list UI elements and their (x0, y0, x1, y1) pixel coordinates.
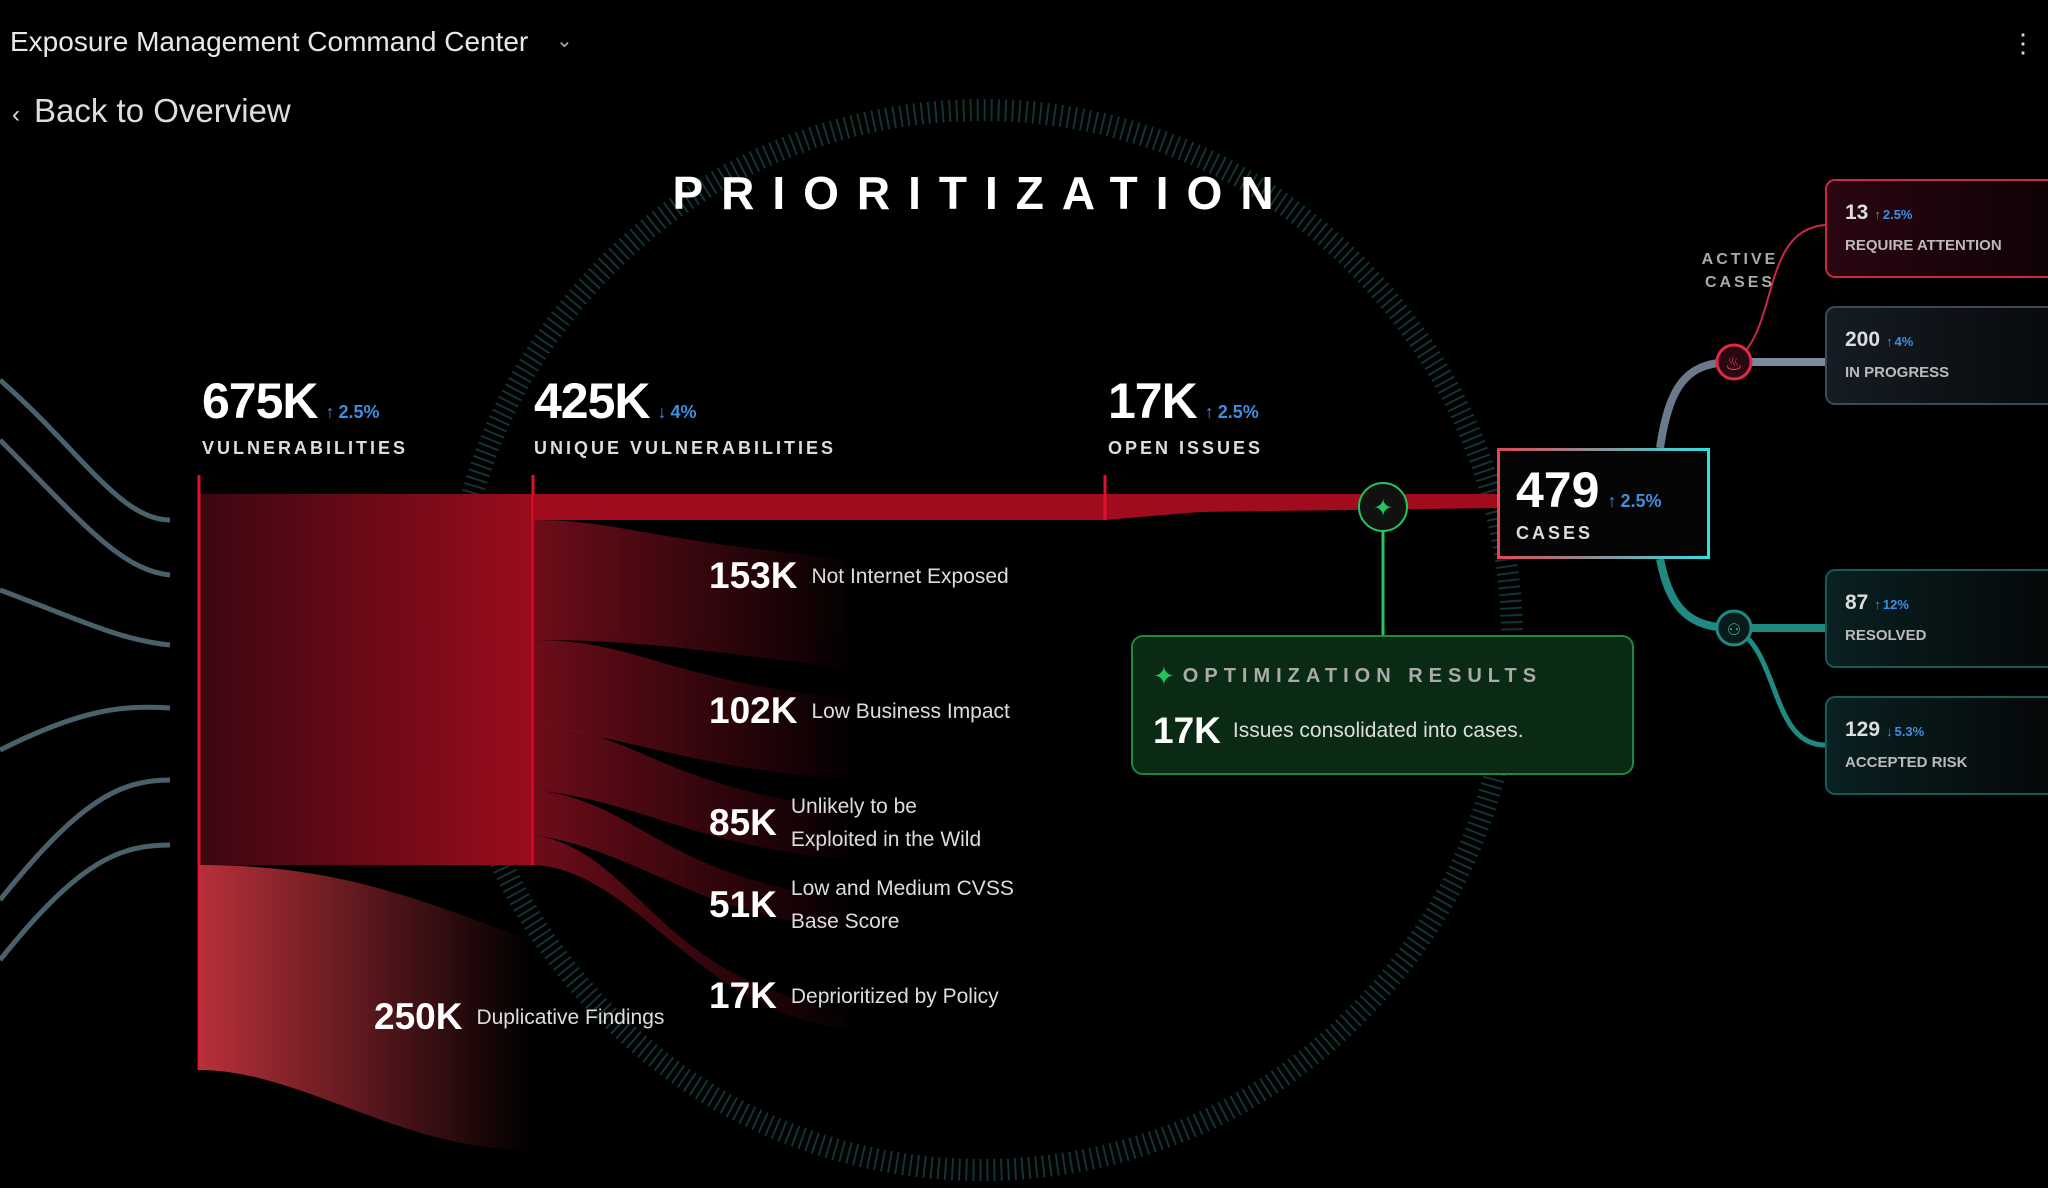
active-cases-label: ACTIVE CASES (1701, 251, 1779, 291)
chevron-down-icon[interactable]: ⌄ (556, 30, 573, 52)
stat-label: OPEN ISSUES (1108, 438, 1264, 458)
app-title[interactable]: Exposure Management Command Center (10, 26, 529, 57)
optimization-value: 17K (1153, 710, 1221, 751)
card-resolved[interactable]: 87 ↑ 12% RESOLVED (1825, 569, 2048, 668)
card-value: 13 (1845, 201, 1869, 224)
vulnerabilities-block (199, 494, 533, 865)
breakdown-value: 153K (709, 555, 798, 596)
card-value: 129 (1845, 718, 1881, 741)
card-delta: 2.5% (1882, 207, 1913, 222)
sparkle-icon: ✦ (1153, 661, 1175, 691)
cases-label: CASES (1516, 523, 1594, 543)
breakdown-label: Low Business Impact (811, 699, 1010, 723)
breakdown-item: 51K Low and Medium CVSS Base Score (709, 872, 1031, 938)
breakdown-label: Low and Medium CVSS Base Score (790, 877, 1014, 933)
card-delta: 5.3% (1894, 724, 1925, 739)
cases-delta: 2.5% (1620, 491, 1662, 511)
stat-value: 425K (534, 373, 651, 429)
stat-value: 17K (1108, 373, 1198, 429)
breakdown-item: 153K Not Internet Exposed (709, 555, 1009, 597)
stat-label: UNIQUE VULNERABILITIES (534, 438, 837, 458)
optimization-node: ✦ (1358, 482, 1408, 635)
breakdown-value: 250K (374, 996, 463, 1037)
card-label: IN PROGRESS (1845, 364, 1950, 381)
arrow-down-icon: ↓ (657, 402, 667, 422)
arrow-up-icon: ↑ (325, 402, 335, 422)
svg-text:♨: ♨ (1725, 353, 1743, 375)
breakdown-value: 102K (709, 690, 798, 731)
cases-value: 479 (1516, 462, 1600, 518)
card-label: ACCEPTED RISK (1845, 754, 1968, 771)
arrow-up-icon: ↑ (1607, 491, 1617, 511)
stat-vulnerabilities: 675K ↑ 2.5% VULNERABILITIES (202, 372, 408, 459)
breakdown-label: Duplicative Findings (476, 1005, 665, 1029)
svg-text:✦: ✦ (1373, 495, 1393, 522)
stat-value: 675K (202, 373, 319, 429)
hierarchy-node (1715, 609, 1753, 647)
duplicates-item: 250K Duplicative Findings (374, 996, 664, 1038)
card-label: REQUIRE ATTENTION (1845, 237, 2002, 254)
card-value: 87 (1845, 591, 1869, 614)
card-in-progress[interactable]: 200 ↑ 4% IN PROGRESS (1825, 306, 2048, 405)
card-label: RESOLVED (1845, 627, 1927, 644)
breakdown-item: 102K Low Business Impact (709, 690, 1010, 732)
input-lines (0, 378, 171, 962)
breakdown-item: 17K Deprioritized by Policy (709, 975, 999, 1017)
arrow-up-icon: ↑ (1886, 334, 1893, 349)
chevron-left-icon: ‹ (12, 101, 20, 128)
stat-open-issues: 17K ↑ 2.5% OPEN ISSUES (1108, 372, 1263, 459)
stat-label: VULNERABILITIES (202, 438, 409, 458)
breakdown-value: 51K (709, 884, 777, 925)
breakdown-label: Not Internet Exposed (811, 564, 1009, 588)
breakdown-value: 17K (709, 975, 777, 1016)
stat-delta: 2.5% (1217, 402, 1259, 422)
stat-delta: 2.5% (338, 402, 380, 422)
cases-card[interactable]: 479 ↑ 2.5% CASES (1497, 448, 1710, 559)
card-delta: 4% (1894, 334, 1914, 349)
arrow-up-icon: ↑ (1874, 597, 1881, 612)
svg-text:⚇: ⚇ (1727, 622, 1741, 639)
breakdown-value: 85K (709, 802, 777, 843)
arrow-up-icon: ↑ (1204, 402, 1214, 422)
fire-node (1715, 343, 1753, 381)
breakdown-label: Unlikely to be Exploited in the Wild (790, 795, 982, 851)
arrow-up-icon: ↑ (1874, 207, 1881, 222)
page-title: PRIORITIZATION (672, 167, 1292, 219)
breakdown-label: Deprioritized by Policy (790, 984, 999, 1008)
card-value: 200 (1845, 328, 1881, 351)
arrow-down-icon: ↓ (1886, 724, 1893, 739)
card-accepted-risk[interactable]: 129 ↓ 5.3% ACCEPTED RISK (1825, 696, 2048, 795)
breakdown-item: 85K Unlikely to be Exploited in the Wild (709, 790, 1001, 856)
optimization-title: OPTIMIZATION RESULTS (1182, 665, 1543, 687)
stat-delta: 4% (670, 402, 697, 422)
duplicates-band (199, 865, 530, 1150)
breakdown-bands (533, 520, 860, 1030)
back-to-overview-link[interactable]: ‹ Back to Overview (12, 92, 291, 129)
optimization-text: Issues consolidated into cases. (1232, 719, 1524, 742)
card-require-attention[interactable]: 13 ↑ 2.5% REQUIRE ATTENTION (1825, 179, 2048, 278)
kebab-icon[interactable]: ⋮ (2010, 28, 2036, 58)
stat-unique-vulnerabilities: 425K ↓ 4% UNIQUE VULNERABILITIES (534, 372, 836, 459)
open-issues-flow (533, 494, 1497, 520)
optimization-results-panel: ✦ OPTIMIZATION RESULTS 17K Issues consolid… (1131, 635, 1634, 775)
card-delta: 12% (1882, 597, 1909, 612)
